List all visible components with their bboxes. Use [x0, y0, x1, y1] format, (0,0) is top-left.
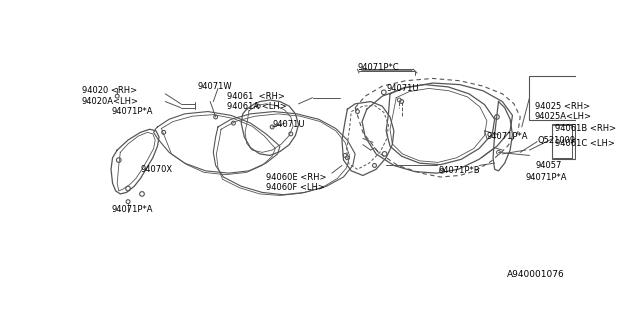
Text: Q521009: Q521009 [537, 136, 575, 145]
Text: 94071W: 94071W [198, 82, 232, 91]
Text: 94025A<LH>: 94025A<LH> [535, 112, 592, 121]
Text: 94071P*B: 94071P*B [438, 166, 479, 175]
Text: 94057: 94057 [536, 161, 562, 170]
Text: 94061B <RH>: 94061B <RH> [555, 124, 616, 133]
Text: 94025 <RH>: 94025 <RH> [535, 102, 590, 111]
Text: 94020 <RH>: 94020 <RH> [81, 86, 137, 95]
FancyBboxPatch shape [552, 124, 575, 158]
Text: 94071P*C: 94071P*C [358, 63, 399, 72]
FancyBboxPatch shape [529, 76, 588, 120]
Text: 94071P*A: 94071P*A [111, 205, 152, 214]
Text: 94071P*A: 94071P*A [111, 107, 152, 116]
Text: 94071P*A: 94071P*A [525, 172, 567, 181]
Text: 94061  <RH>: 94061 <RH> [227, 92, 285, 101]
Text: A940001076: A940001076 [507, 270, 564, 279]
Text: 94071P*A: 94071P*A [487, 132, 529, 141]
Text: 94070X: 94070X [140, 165, 173, 174]
Text: 94060F <LH>: 94060F <LH> [266, 182, 325, 191]
Text: 94061C <LH>: 94061C <LH> [555, 140, 615, 148]
Text: 94071U: 94071U [386, 84, 419, 93]
Text: 94071U: 94071U [272, 120, 305, 129]
Text: 94060E <RH>: 94060E <RH> [266, 172, 326, 181]
Text: 94020A<LH>: 94020A<LH> [81, 97, 138, 106]
Text: 94061A <LH>: 94061A <LH> [227, 102, 287, 111]
